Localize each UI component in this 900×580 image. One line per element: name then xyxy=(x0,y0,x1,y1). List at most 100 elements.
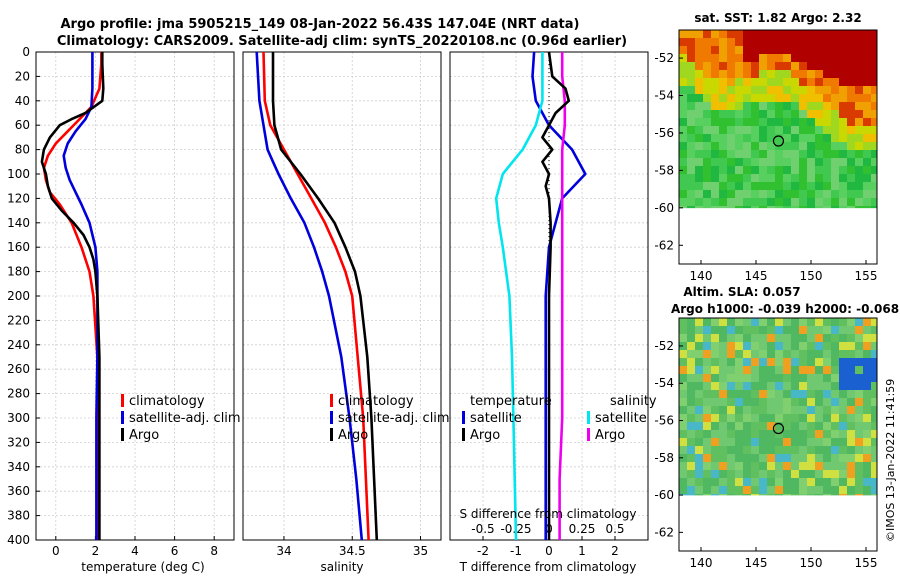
sst_map-cell xyxy=(831,86,840,95)
sla_map-cell xyxy=(719,414,728,423)
temperature-ytick-label: 80 xyxy=(15,143,30,157)
sst_map-cell xyxy=(767,174,776,183)
sst_map-cell xyxy=(735,126,744,135)
sst_map-cell xyxy=(791,78,800,87)
sla_map-cell xyxy=(791,414,800,423)
temperature-ytick-label: 240 xyxy=(7,338,30,352)
sla_map-cell xyxy=(695,470,704,479)
sst_map-cell xyxy=(871,206,878,209)
sst_map-cell xyxy=(759,78,768,87)
sst_map-cell xyxy=(767,70,776,79)
sst_map-cell xyxy=(807,86,816,95)
sst_map-cell xyxy=(863,134,872,143)
sst_map-cell xyxy=(807,110,816,119)
sst_map-cell xyxy=(791,102,800,111)
sst_map-cell xyxy=(727,118,736,127)
sst_map-cell xyxy=(679,158,688,167)
sla_map-cell xyxy=(767,342,776,351)
sst_map-cell xyxy=(807,94,816,103)
sst_map-cell xyxy=(687,62,696,71)
difference-temperature-legend-swatch xyxy=(462,428,465,441)
sst_map-cell xyxy=(815,62,824,71)
sst_map-cell xyxy=(703,94,712,103)
sst_map-cell xyxy=(863,30,872,39)
sla_map-cell xyxy=(815,470,824,479)
temperature-ytick-label: 180 xyxy=(7,265,30,279)
sst_map-cell xyxy=(831,198,840,207)
sla_map-cell xyxy=(687,422,696,431)
sst_map-cell xyxy=(759,158,768,167)
sla_map-cell xyxy=(751,422,760,431)
sst_map-cell xyxy=(823,78,832,87)
sst_map-cell xyxy=(703,62,712,71)
sst_map-cell xyxy=(679,38,688,47)
sla_map-cell xyxy=(863,486,872,495)
sla_map-cell xyxy=(871,486,878,495)
sst_map-cell xyxy=(815,174,824,183)
sst_map-cell xyxy=(823,174,832,183)
sst-map-panel: 140 145 150 155 -52 -54 -56 -58 -60 -62 xyxy=(654,29,878,283)
sla_map-cell xyxy=(807,326,816,335)
sla_map-cell xyxy=(847,430,856,439)
sst_map-cell xyxy=(735,166,744,175)
sst_map-cell xyxy=(703,190,712,199)
sla-map-title-line1: Altim. SLA: 0.057 xyxy=(683,285,800,299)
temperature-legend-label: satellite-adj. clim xyxy=(129,411,241,426)
sla_map-cell xyxy=(751,318,760,327)
sla_map-cell xyxy=(719,462,728,471)
sst_map-cell xyxy=(727,94,736,103)
sst_map-cell xyxy=(823,134,832,143)
sst_map-cell xyxy=(687,150,696,159)
sla_map-cell xyxy=(703,454,712,463)
sla_map-cell xyxy=(871,398,878,407)
sla_map-cell xyxy=(831,318,840,327)
sla_map-cell xyxy=(711,470,720,479)
sst_map-cell xyxy=(847,142,856,151)
sst_map-xtick-label: 140 xyxy=(690,269,713,283)
sla_map-cell xyxy=(831,390,840,399)
sla_map-cell xyxy=(783,390,792,399)
sst_map-cell xyxy=(783,94,792,103)
salinity-frame xyxy=(242,51,442,541)
sla_map-cell xyxy=(783,366,792,375)
sla_map-cell xyxy=(719,382,728,391)
sst_map-cell xyxy=(815,134,824,143)
sla_map-cell xyxy=(799,390,808,399)
temperature-ytick-label: 120 xyxy=(7,191,30,205)
sla_map-cell xyxy=(799,438,808,447)
sst_map-cell xyxy=(735,142,744,151)
sla_map-cell xyxy=(855,342,864,351)
sla_map-cell xyxy=(719,374,728,383)
sst_map-cell xyxy=(727,190,736,199)
sst_map-cell xyxy=(751,182,760,191)
sst_map-cell xyxy=(687,110,696,119)
sst_map-cell xyxy=(751,70,760,79)
sst_map-cell xyxy=(719,110,728,119)
sla_map-cell xyxy=(847,406,856,415)
sla_map-cell xyxy=(743,462,752,471)
sla_map-cell xyxy=(775,414,784,423)
sst_map-cell xyxy=(743,206,752,209)
sla_map-cell xyxy=(815,414,824,423)
sla_map-cell xyxy=(775,374,784,383)
sst_map-cell xyxy=(831,126,840,135)
sla_map-cell xyxy=(727,462,736,471)
sla_map-cell xyxy=(711,398,720,407)
sla_map-cell xyxy=(751,342,760,351)
sla_map-cell xyxy=(711,366,720,375)
sla_map-cell xyxy=(719,438,728,447)
sla_map-cell xyxy=(799,494,808,496)
sst_map-cell xyxy=(863,94,872,103)
sla_map-cell xyxy=(687,334,696,343)
temperature-ytick-label: 320 xyxy=(7,435,30,449)
sla_map-cell xyxy=(727,326,736,335)
sst_map-cell xyxy=(719,62,728,71)
sla_map-cell xyxy=(679,454,688,463)
salinity-legend-label: climatology xyxy=(338,394,414,409)
sst_map-cell xyxy=(719,174,728,183)
sla_map-cell xyxy=(871,406,878,415)
sst_map-cell xyxy=(847,150,856,159)
sst_map-cell xyxy=(767,62,776,71)
sst_map-ytick-label: -62 xyxy=(654,238,674,252)
temperature-xtick-label: 6 xyxy=(171,544,179,558)
